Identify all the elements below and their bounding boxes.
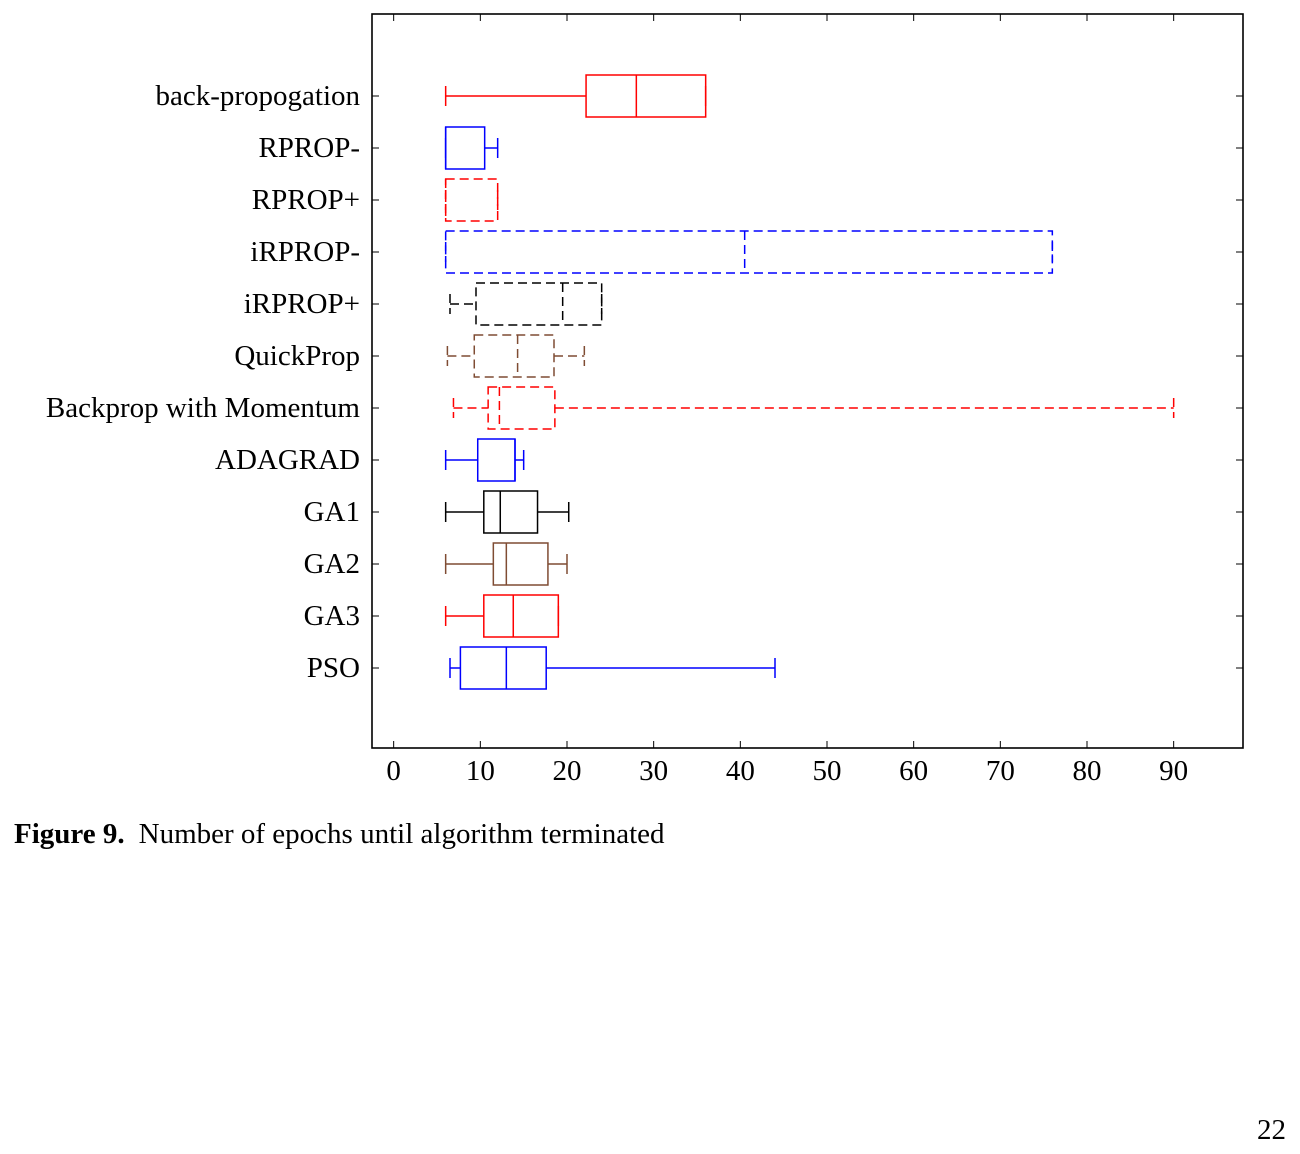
category-label: back-propogation [155, 80, 360, 112]
box [475, 282, 603, 326]
x-tick-label: 30 [639, 755, 668, 787]
category-label: PSO [307, 652, 360, 684]
box [444, 126, 486, 170]
boxplot-chart: 0 10 20 30 40 50 60 70 80 90 back-propogation RPROP… [46, 13, 1244, 787]
plot-area: 0 10 20 30 40 50 60 70 80 90 back-propogation RPROP… [46, 13, 1244, 787]
category-label: Backprop with Momentum [46, 392, 361, 424]
x-tick-label: 50 [813, 755, 842, 787]
category-label: QuickProp [234, 340, 360, 372]
category-label: iRPROP- [250, 236, 360, 268]
figure-caption-text: Number of epochs until algorithm termina… [138, 818, 665, 850]
category-label: ADAGRAD [215, 444, 360, 476]
box [585, 74, 707, 118]
box [487, 386, 556, 430]
category-label: RPROP+ [252, 184, 360, 216]
x-tick-label: 10 [466, 755, 495, 787]
box [444, 230, 1054, 274]
figure-label: Figure 9. [14, 818, 125, 850]
box [483, 594, 560, 638]
x-tick-label: 40 [726, 755, 755, 787]
x-tick-label: 80 [1073, 755, 1102, 787]
box [444, 178, 499, 222]
box [476, 438, 516, 482]
box [459, 646, 547, 690]
x-tick-label: 20 [553, 755, 582, 787]
category-label: GA1 [304, 496, 360, 528]
box [473, 334, 555, 378]
category-label: iRPROP+ [244, 288, 360, 320]
x-tick-label: 90 [1159, 755, 1188, 787]
x-tick-label: 60 [899, 755, 928, 787]
plot-frame [371, 13, 1244, 749]
box [492, 542, 549, 586]
figure-caption: Figure 9. Number of epochs until algorith… [14, 818, 665, 851]
category-label: RPROP- [258, 132, 360, 164]
category-label: GA3 [304, 600, 360, 632]
box [483, 490, 539, 534]
x-tick-label: 0 [386, 755, 401, 787]
category-label: GA2 [304, 548, 360, 580]
x-tick-label: 70 [986, 755, 1015, 787]
page-number: 22 [1257, 1114, 1286, 1146]
